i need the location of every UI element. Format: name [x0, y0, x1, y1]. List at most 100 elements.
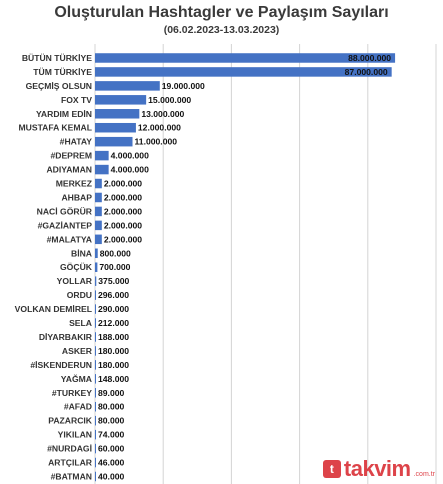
- bar: [95, 95, 147, 105]
- bar: [95, 276, 97, 286]
- bar: [95, 164, 109, 175]
- category-labels: BÜTÜN TÜRKİYE TÜM TÜRKİYE GEÇMİŞ OLSUN FOX …: [15, 53, 93, 482]
- bar: [95, 332, 96, 342]
- chart-title: Oluşturulan Hashtagler ve Paylaşım Sayıl…: [54, 4, 389, 21]
- value-label: 19.000.000: [162, 81, 205, 91]
- bar: [95, 388, 96, 398]
- bar: [95, 318, 96, 328]
- bar: [95, 178, 102, 189]
- bar: [95, 150, 109, 161]
- category-label: YIKILAN: [58, 430, 92, 440]
- value-label: 296.000: [98, 290, 129, 300]
- value-label: 188.000: [98, 332, 129, 342]
- bar: [95, 67, 392, 77]
- bar: [95, 136, 133, 147]
- category-label: AHBAP: [61, 192, 92, 202]
- category-label: YARDIM EDİN: [36, 109, 92, 119]
- bar: [95, 374, 96, 384]
- category-label: ORDU: [67, 290, 92, 300]
- category-label: NACİ GÖRÜR: [37, 206, 93, 216]
- value-label: 2.000.000: [104, 192, 142, 202]
- category-label: #HATAY: [60, 137, 93, 147]
- takvim-logo-text: takvim: [343, 456, 411, 481]
- value-label: 11.000.000: [135, 137, 178, 147]
- bar: [95, 429, 96, 440]
- value-label: 148.000: [98, 374, 129, 384]
- bar: [95, 415, 96, 426]
- bar: [95, 304, 96, 314]
- value-label: 2.000.000: [104, 220, 142, 230]
- category-label: BÜTÜN TÜRKİYE: [22, 53, 92, 63]
- bar: [95, 220, 102, 231]
- value-labels: 88.000.000 87.000.000 19.000.000 15.000.000…: [98, 53, 391, 482]
- bar: [95, 234, 102, 245]
- value-label: 46.000: [98, 458, 125, 468]
- category-label: #TURKEY: [52, 388, 92, 398]
- value-label: 40.000: [98, 471, 125, 481]
- category-label: YOLLAR: [57, 276, 93, 286]
- value-label: 2.000.000: [104, 206, 142, 216]
- category-label: #AFAD: [64, 402, 92, 412]
- category-label: #BATMAN: [51, 471, 92, 481]
- value-label: 375.000: [98, 276, 129, 286]
- category-label: SELA: [69, 318, 92, 328]
- category-label: VOLKAN DEMİREL: [15, 304, 92, 314]
- category-label: YAĞMA: [61, 373, 92, 384]
- value-label: 89.000: [98, 388, 125, 398]
- value-label: 180.000: [98, 360, 129, 370]
- value-label: 80.000: [98, 416, 125, 426]
- value-label: 180.000: [98, 346, 129, 356]
- category-label: #GAZİANTEP: [38, 220, 93, 230]
- bar: [95, 53, 396, 63]
- bar: [95, 248, 98, 259]
- bar: [95, 262, 98, 272]
- bar: [95, 401, 96, 412]
- value-label: 800.000: [100, 248, 131, 258]
- category-label: ADIYAMAN: [46, 165, 92, 175]
- bars: [95, 53, 396, 482]
- value-label: 88.000.000: [348, 53, 391, 63]
- bar: [95, 109, 140, 119]
- value-label: 87.000.000: [345, 67, 388, 77]
- takvim-logo: t takvim .com.tr: [322, 456, 435, 482]
- category-label: #MALATYA: [47, 234, 92, 244]
- value-label: 2.000.000: [104, 234, 142, 244]
- category-label: GÖÇÜK: [60, 262, 93, 272]
- category-label: TÜM TÜRKİYE: [33, 67, 92, 77]
- bar: [95, 457, 96, 468]
- bar: [95, 81, 160, 91]
- bar: [95, 192, 102, 203]
- category-label: #İSKENDERUN: [30, 360, 92, 370]
- category-label: MUSTAFA KEMAL: [18, 123, 92, 133]
- value-label: 15.000.000: [148, 95, 191, 105]
- category-label: #NURDAGİ: [47, 444, 92, 454]
- bar: [95, 360, 96, 370]
- value-label: 80.000: [98, 402, 125, 412]
- bar: [95, 290, 97, 300]
- category-label: #DEPREM: [50, 151, 92, 161]
- category-label: ASKER: [62, 346, 93, 356]
- takvim-logo-suffix: .com.tr: [413, 470, 435, 478]
- value-label: 2.000.000: [104, 179, 142, 189]
- bar: [95, 471, 96, 482]
- value-label: 12.000.000: [138, 123, 181, 133]
- chart-subtitle: (06.02.2023-13.03.2023): [163, 24, 280, 36]
- bar: [95, 122, 136, 133]
- category-label: DİYARBAKIR: [39, 332, 93, 342]
- value-label: 60.000: [98, 444, 125, 454]
- category-label: PAZARCIK: [48, 416, 93, 426]
- bar: [95, 206, 102, 217]
- category-label: GEÇMİŞ OLSUN: [26, 81, 92, 91]
- category-label: BİNA: [71, 248, 92, 258]
- bar: [95, 443, 96, 454]
- category-label: MERKEZ: [56, 179, 92, 189]
- takvim-logo-icon: t: [322, 460, 341, 478]
- category-label: FOX TV: [61, 95, 92, 105]
- value-label: 4.000.000: [111, 151, 149, 161]
- value-label: 74.000: [98, 430, 125, 440]
- value-label: 4.000.000: [111, 165, 149, 175]
- value-label: 13.000.000: [141, 109, 184, 119]
- value-label: 212.000: [98, 318, 129, 328]
- category-label: ARTÇILAR: [48, 458, 93, 468]
